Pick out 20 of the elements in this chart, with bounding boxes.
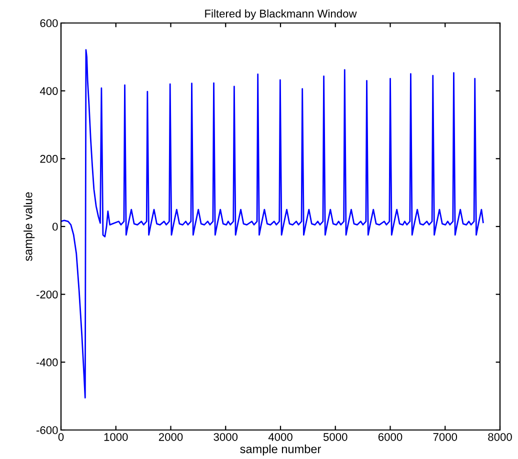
chart-title: Filtered by Blackmann Window (205, 9, 357, 20)
line-series (61, 49, 484, 398)
x-tick-label: 7000 (433, 433, 458, 441)
y-axis-title: sample value (24, 192, 35, 261)
x-tick-label: 2000 (158, 433, 183, 441)
x-tick-label: 0 (58, 433, 64, 441)
x-tick-label: 5000 (323, 433, 348, 441)
x-tick-label: 1000 (104, 433, 128, 441)
y-tick-label: -200 (36, 290, 58, 298)
y-tick-label: 400 (40, 87, 58, 95)
x-tick-label: 3000 (214, 433, 238, 441)
x-tick-label: 4000 (268, 433, 292, 441)
y-tick-label: 200 (40, 154, 58, 163)
x-tick-label: 8000 (488, 433, 512, 441)
y-tick-label: -600 (36, 426, 58, 434)
y-tick-label: 600 (40, 19, 58, 28)
y-tick-label: 0 (52, 222, 58, 231)
y-tick-label: -400 (36, 358, 58, 366)
x-tick-label: 6000 (378, 433, 402, 441)
x-axis-title: sample number (240, 444, 321, 456)
